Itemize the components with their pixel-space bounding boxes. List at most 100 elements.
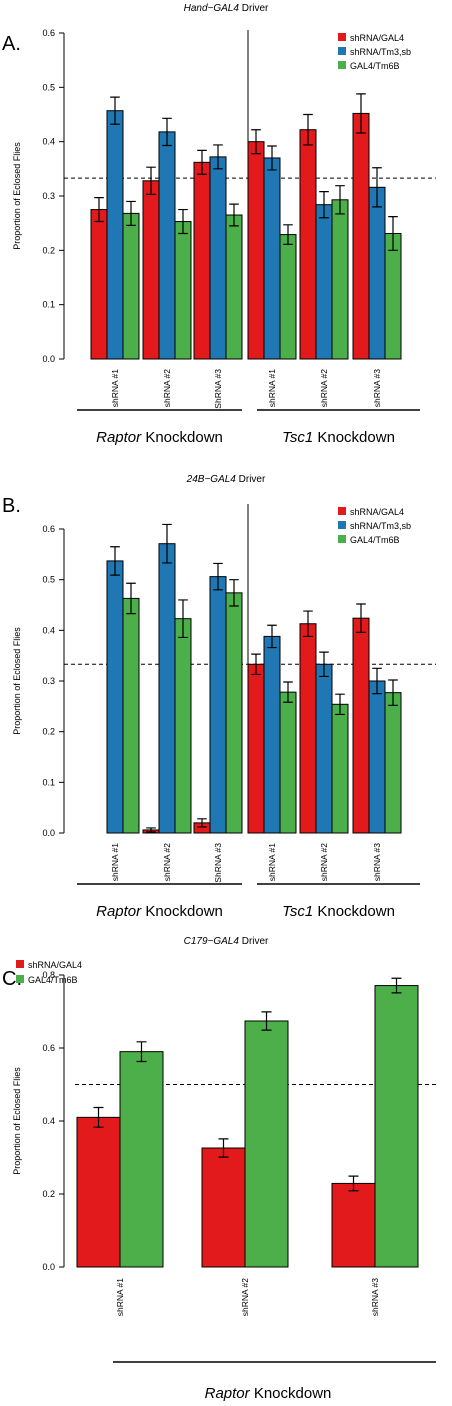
bar-shrna-gal4-4 <box>248 664 264 833</box>
y-axis-label: Proportion of Eclosed Flies <box>12 1067 22 1175</box>
bar-shrna-gal4-2 <box>143 181 159 359</box>
legend-swatch <box>338 33 346 41</box>
bar-shrna-gal4-3 <box>332 1183 375 1267</box>
category-label: shRNA #1 <box>110 843 120 882</box>
category-label: shRNA #1 <box>267 369 277 408</box>
chart-title: 24B−GAL4 Driver <box>186 474 266 485</box>
category-label: shRNA #1 <box>115 1278 125 1317</box>
legend-swatch <box>16 975 24 983</box>
chart-title-italic: C179−GAL4 <box>184 936 240 947</box>
bar-gal4-tm6b-4 <box>280 235 296 359</box>
bar-shrna-gal4-1 <box>77 1117 120 1267</box>
y-tick-label: 0.1 <box>42 300 55 310</box>
panel-letter: B. <box>2 495 21 517</box>
bar-shrna-gal4-5 <box>300 130 316 359</box>
bar-gal4-tm6b-6 <box>385 693 401 833</box>
bar-shrna-tm3-sb-3 <box>210 577 226 833</box>
group-label-italic: Raptor <box>205 1385 251 1402</box>
bar-gal4-tm6b-3 <box>375 986 418 1267</box>
category-label: ShRNA #3 <box>213 843 223 883</box>
bar-shrna-tm3-sb-1 <box>107 111 123 359</box>
legend-swatch <box>338 507 346 515</box>
legend-entry: GAL4/Tm6B <box>28 975 78 985</box>
y-tick-label: 0.0 <box>42 1262 55 1272</box>
y-tick-label: 0.0 <box>42 354 55 364</box>
group-label: Raptor Knockdown <box>205 1385 332 1402</box>
bar-gal4-tm6b-3 <box>226 593 242 833</box>
category-label: shRNA #3 <box>372 843 382 882</box>
bar-gal4-tm6b-6 <box>385 233 401 359</box>
bar-gal4-tm6b-1 <box>123 598 139 833</box>
legend-entry: shRNA/Tm3,sb <box>350 521 411 531</box>
bar-shrna-tm3-sb-6 <box>369 187 385 359</box>
y-tick-label: 0.6 <box>42 1043 55 1053</box>
bar-gal4-tm6b-2 <box>175 222 191 359</box>
bar-shrna-gal4-5 <box>300 624 316 833</box>
y-tick-label: 0.4 <box>42 137 55 147</box>
category-label: shRNA #1 <box>267 843 277 882</box>
chart-title-rest: Driver <box>236 474 266 485</box>
legend-swatch <box>338 535 346 543</box>
bar-shrna-gal4-4 <box>248 142 264 359</box>
bar-shrna-gal4-6 <box>353 113 369 359</box>
group-label: Raptor Knockdown <box>96 903 223 920</box>
panel-letter: A. <box>2 33 21 55</box>
y-tick-label: 0.6 <box>42 524 55 534</box>
bar-shrna-gal4-3 <box>194 162 210 359</box>
y-tick-label: 0.2 <box>42 245 55 255</box>
bar-shrna-tm3-sb-2 <box>159 132 175 359</box>
bar-gal4-tm6b-5 <box>332 704 348 833</box>
group-label: Tsc1 Knockdown <box>282 429 395 446</box>
bar-shrna-tm3-sb-6 <box>369 681 385 833</box>
legend-entry: GAL4/Tm6B <box>350 61 400 71</box>
group-label: Tsc1 Knockdown <box>282 903 395 920</box>
legend-entry: shRNA/GAL4 <box>28 960 82 970</box>
chart-title: Hand−GAL4 Driver <box>184 3 269 14</box>
group-label-rest: Knockdown <box>141 903 223 920</box>
group-label-rest: Knockdown <box>250 1385 332 1402</box>
chart-title-rest: Driver <box>239 936 269 947</box>
y-tick-label: 0.6 <box>42 28 55 38</box>
legend-swatch <box>16 960 24 968</box>
y-tick-label: 0.5 <box>42 82 55 92</box>
bar-shrna-gal4-1 <box>91 210 107 359</box>
category-label: shRNA #2 <box>162 369 172 408</box>
bar-gal4-tm6b-2 <box>245 1021 288 1267</box>
chart-title-italic: 24B−GAL4 <box>186 474 237 485</box>
bar-shrna-tm3-sb-1 <box>107 561 123 833</box>
category-label: shRNA #2 <box>162 843 172 882</box>
category-label: shRNA #3 <box>370 1278 380 1317</box>
y-tick-label: 0.0 <box>42 828 55 838</box>
bar-shrna-gal4-6 <box>353 618 369 833</box>
bar-gal4-tm6b-3 <box>226 215 242 359</box>
legend-entry: GAL4/Tm6B <box>350 535 400 545</box>
category-label: shRNA #2 <box>319 369 329 408</box>
category-label: ShRNA #3 <box>213 369 223 409</box>
y-tick-label: 0.2 <box>42 727 55 737</box>
panel-c: C.C179−GAL4 Driver0.00.20.40.60.8Proport… <box>2 936 436 1402</box>
legend-entry: shRNA/GAL4 <box>350 33 404 43</box>
group-label: Raptor Knockdown <box>96 429 223 446</box>
category-label: shRNA #1 <box>110 369 120 408</box>
y-tick-label: 0.1 <box>42 777 55 787</box>
legend-entry: shRNA/Tm3,sb <box>350 47 411 57</box>
y-tick-label: 0.3 <box>42 191 55 201</box>
category-label: shRNA #3 <box>372 369 382 408</box>
legend-entry: shRNA/GAL4 <box>350 507 404 517</box>
legend-swatch <box>338 47 346 55</box>
legend-swatch <box>338 521 346 529</box>
bar-shrna-tm3-sb-5 <box>316 664 332 833</box>
y-axis-label: Proportion of Eclosed Flies <box>12 142 22 250</box>
group-label-italic: Tsc1 <box>282 429 313 446</box>
bar-gal4-tm6b-5 <box>332 200 348 359</box>
bar-gal4-tm6b-4 <box>280 692 296 833</box>
bar-shrna-gal4-2 <box>202 1148 245 1267</box>
group-label-italic: Tsc1 <box>282 903 313 920</box>
category-label: shRNA #2 <box>319 843 329 882</box>
y-tick-label: 0.4 <box>42 625 55 635</box>
group-label-italic: Raptor <box>96 903 142 920</box>
group-label-rest: Knockdown <box>313 429 395 446</box>
panel-a: A. Hand−GAL4 Driver 0.0 0.1 0.2 0.3 0.4 0.5 0.6 P… <box>2 3 436 446</box>
group-label-italic: Raptor <box>96 429 142 446</box>
